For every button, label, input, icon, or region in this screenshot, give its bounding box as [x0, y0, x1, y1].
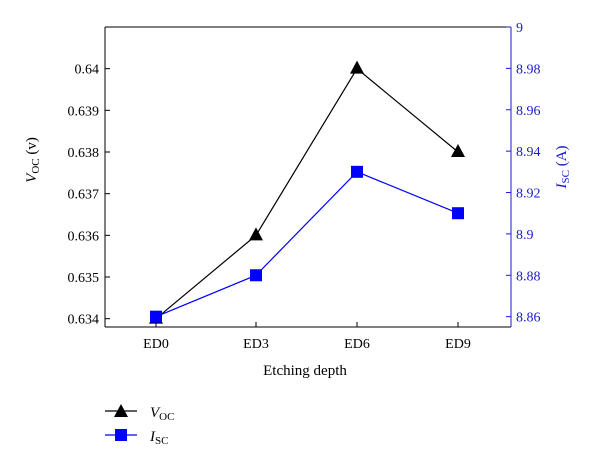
right-tick-label: 8.88: [516, 269, 541, 284]
left-tick-label: 0.637: [68, 188, 100, 203]
right-tick-label: 8.98: [516, 62, 541, 77]
legend-item-isc: ISC: [105, 429, 168, 447]
isc-point: [150, 310, 162, 323]
axes: 0.634 0.635 0.636 0.637 0.638 0.639 0.64 8.86 8.…: [68, 21, 541, 352]
isc-point: [250, 269, 262, 282]
right-tick-label: 8.94: [516, 145, 541, 160]
left-axis-title: VOC (v): [24, 137, 42, 183]
legend-isc-square-icon: [115, 429, 127, 441]
isc-point: [351, 165, 363, 178]
right-tick-label: 8.9: [516, 228, 534, 243]
voc-line: [155, 67, 459, 320]
legend-voc-triangle-icon: [114, 404, 128, 417]
x-tick-label: ED0: [143, 337, 169, 352]
right-tick-label: 8.86: [516, 311, 541, 326]
x-tick-label: ED6: [344, 337, 370, 352]
right-tick-label: 8.92: [516, 187, 541, 202]
right-axis-title: ISC (A): [554, 145, 572, 189]
x-tick-label: ED9: [445, 337, 471, 352]
left-tick-label: 0.638: [68, 146, 100, 161]
right-tick-label: 8.96: [516, 104, 541, 119]
left-tick-label: 0.634: [68, 313, 100, 328]
left-tick-label: 0.639: [68, 104, 100, 119]
legend: VOC ISC: [105, 404, 174, 447]
legend-voc-label: VOC: [150, 405, 174, 423]
left-tick-label: 0.636: [68, 229, 100, 244]
x-axis-title: Etching depth: [263, 363, 347, 379]
legend-isc-label: ISC: [149, 429, 168, 447]
isc-line: [155, 171, 459, 318]
voc-point: [451, 144, 465, 157]
right-tick-label: 9: [516, 21, 523, 36]
legend-item-voc: VOC: [105, 404, 174, 423]
series-layer: [149, 60, 465, 324]
left-tick-label: 0.635: [68, 271, 100, 286]
x-tick-label: ED3: [243, 337, 269, 352]
left-tick-label: 0.64: [75, 63, 100, 78]
voc-point: [350, 60, 364, 74]
isc-point: [452, 207, 464, 220]
voc-point: [249, 227, 263, 241]
